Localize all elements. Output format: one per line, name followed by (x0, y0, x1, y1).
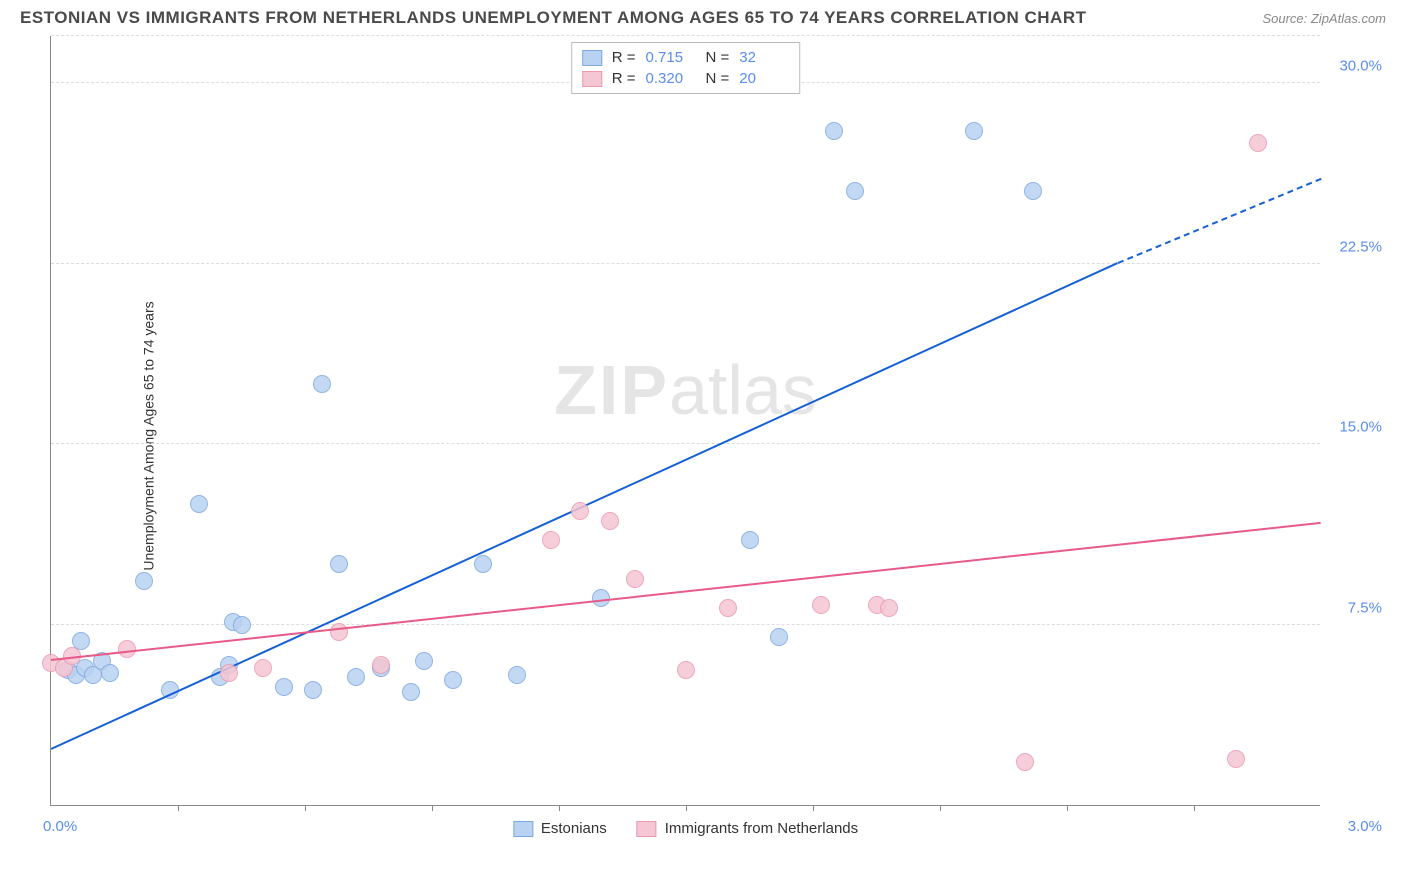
data-point (254, 659, 272, 677)
series-legend: Estonians Immigrants from Netherlands (513, 820, 858, 837)
data-point (233, 616, 251, 634)
data-point (118, 640, 136, 658)
data-point (372, 656, 390, 674)
data-point (880, 599, 898, 617)
chart-title: ESTONIAN VS IMMIGRANTS FROM NETHERLANDS … (20, 8, 1087, 28)
data-point (415, 652, 433, 670)
legend-item-estonians: Estonians (513, 820, 607, 837)
x-tick-mark (559, 805, 560, 811)
data-point (101, 664, 119, 682)
y-tick-label: 22.5% (1339, 238, 1382, 255)
data-point (330, 555, 348, 573)
data-point (626, 570, 644, 588)
x-axis-max-label: 3.0% (1348, 818, 1382, 835)
data-point (1227, 750, 1245, 768)
x-tick-mark (1194, 805, 1195, 811)
chart-container: Unemployment Among Ages 65 to 74 years Z… (50, 36, 1390, 836)
data-point (542, 531, 560, 549)
legend-row-estonians: R = 0.715 N = 32 (582, 47, 790, 68)
data-point (508, 666, 526, 684)
data-point (313, 375, 331, 393)
x-tick-mark (1067, 805, 1068, 811)
correlation-legend: R = 0.715 N = 32 R = 0.320 N = 20 (571, 42, 801, 94)
data-point (444, 671, 462, 689)
swatch-netherlands-icon (637, 821, 657, 837)
data-point (770, 628, 788, 646)
x-tick-mark (305, 805, 306, 811)
x-tick-mark (813, 805, 814, 811)
data-point (190, 495, 208, 513)
trend-line-extrapolated (1117, 177, 1321, 263)
x-tick-mark (940, 805, 941, 811)
data-point (601, 512, 619, 530)
trend-line (51, 521, 1321, 660)
data-point (220, 664, 238, 682)
source-attribution: Source: ZipAtlas.com (1262, 11, 1386, 26)
data-point (965, 122, 983, 140)
y-tick-label: 15.0% (1339, 419, 1382, 436)
data-point (330, 623, 348, 641)
legend-row-netherlands: R = 0.320 N = 20 (582, 68, 790, 89)
gridline (51, 263, 1320, 264)
swatch-netherlands (582, 71, 602, 87)
data-point (402, 683, 420, 701)
data-point (275, 678, 293, 696)
gridline (51, 35, 1320, 36)
plot-area: ZIPatlas R = 0.715 N = 32 R = 0.320 N = … (50, 36, 1320, 806)
data-point (1249, 134, 1267, 152)
x-tick-mark (432, 805, 433, 811)
x-tick-mark (178, 805, 179, 811)
data-point (347, 668, 365, 686)
data-point (812, 596, 830, 614)
data-point (677, 661, 695, 679)
data-point (135, 572, 153, 590)
data-point (846, 182, 864, 200)
x-axis-min-label: 0.0% (43, 818, 77, 835)
data-point (741, 531, 759, 549)
legend-item-netherlands: Immigrants from Netherlands (637, 820, 858, 837)
gridline (51, 443, 1320, 444)
y-tick-label: 7.5% (1348, 599, 1382, 616)
swatch-estonians (582, 50, 602, 66)
data-point (719, 599, 737, 617)
data-point (1024, 182, 1042, 200)
x-tick-mark (686, 805, 687, 811)
data-point (474, 555, 492, 573)
y-tick-label: 30.0% (1339, 58, 1382, 75)
swatch-estonians-icon (513, 821, 533, 837)
data-point (304, 681, 322, 699)
data-point (825, 122, 843, 140)
data-point (1016, 753, 1034, 771)
data-point (571, 502, 589, 520)
